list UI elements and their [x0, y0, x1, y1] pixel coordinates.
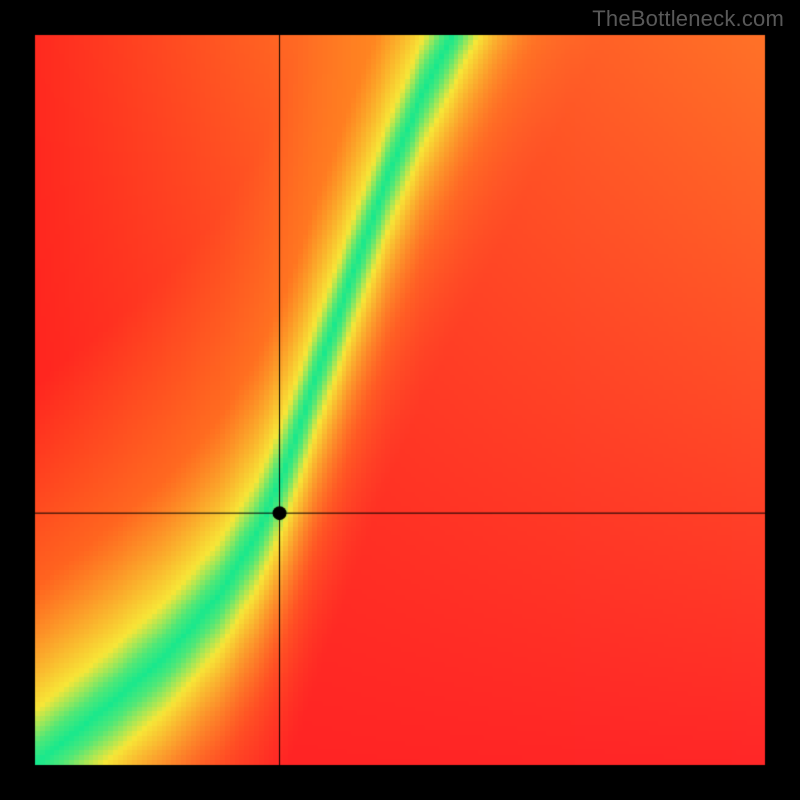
attribution-text: TheBottleneck.com [592, 6, 784, 32]
bottleneck-heatmap [0, 0, 800, 800]
